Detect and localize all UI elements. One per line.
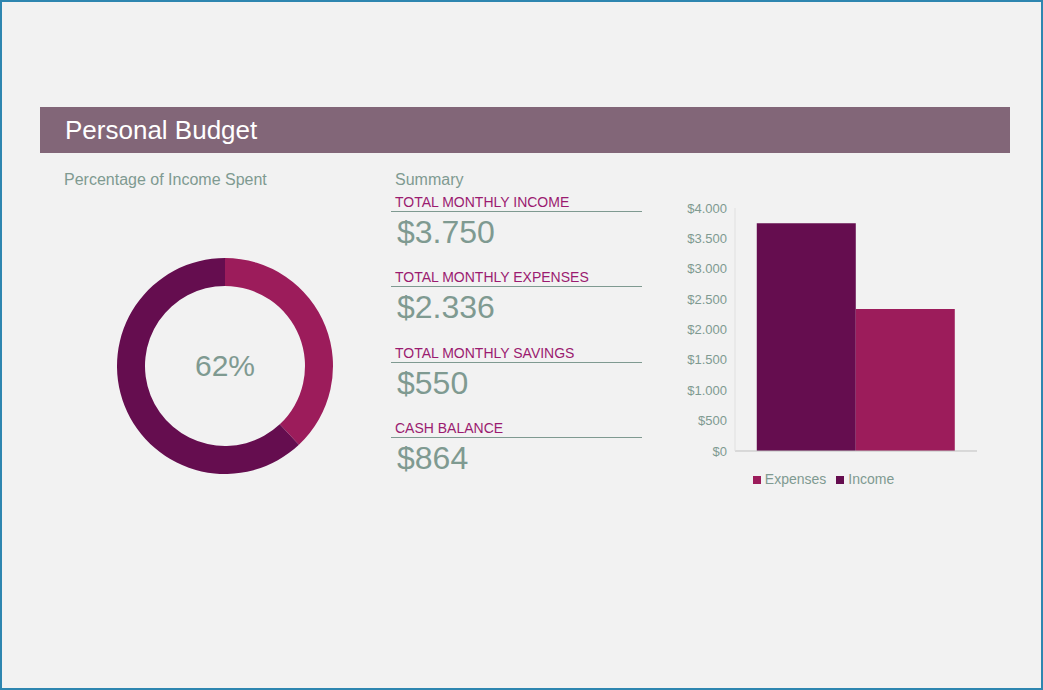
html-text:$550: $550	[397, 365, 469, 401]
svg-text:$2.000: $2.000	[687, 322, 727, 337]
html-text:Income: Income	[848, 471, 895, 487]
svg-text:$500: $500	[698, 413, 727, 428]
html-text:$3.750: $3.750	[397, 214, 495, 250]
svg-text:$0: $0	[713, 444, 727, 459]
html-text:Personal Budget: Personal Budget	[65, 115, 258, 145]
html-text:TOTAL MONTHLY EXPENSES: TOTAL MONTHLY EXPENSES	[395, 269, 589, 285]
svg-text:$2.500: $2.500	[687, 292, 727, 307]
html-text:TOTAL MONTHLY SAVINGS: TOTAL MONTHLY SAVINGS	[395, 345, 575, 361]
svg-text:$3.000: $3.000	[687, 261, 727, 276]
html-text:Expenses: Expenses	[764, 471, 827, 487]
html-text:Percentage of Income Spent: Percentage of Income Spent	[64, 171, 267, 188]
html-text:Summary: Summary	[395, 171, 464, 188]
svg-text:$3.500: $3.500	[687, 231, 727, 246]
html-text:$864: $864	[397, 440, 469, 476]
html-text:CASH BALANCE: CASH BALANCE	[395, 420, 504, 436]
svg-text:$4.000: $4.000	[687, 201, 727, 216]
html-text:62%: 62%	[195, 349, 255, 382]
svg-text:$1.500: $1.500	[687, 352, 727, 367]
html-text:$2.336: $2.336	[397, 289, 495, 325]
html-text:TOTAL MONTHLY INCOME: TOTAL MONTHLY INCOME	[395, 194, 570, 210]
svg-text:$1.000: $1.000	[687, 383, 727, 398]
